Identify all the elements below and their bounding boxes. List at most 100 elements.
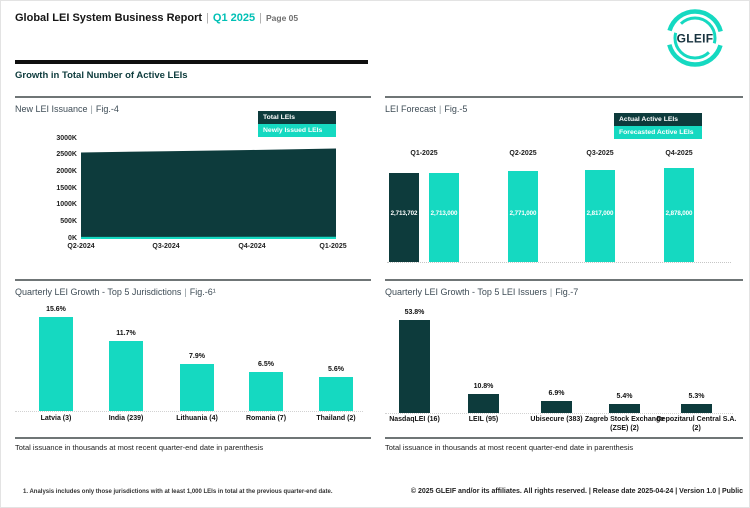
footnote: 1. Analysis includes only those jurisdic… bbox=[23, 489, 333, 495]
forecasted-active-leis-bar bbox=[585, 169, 615, 262]
panel-top5-lei-issuers: Quarterly LEI Growth - Top 5 LEI Issuers… bbox=[385, 279, 743, 438]
forecasted-active-leis-bar bbox=[508, 171, 538, 262]
title-separator: | bbox=[549, 287, 553, 297]
bar-value-label: 2,878,000 bbox=[665, 210, 693, 217]
logo-inner-ring-icon bbox=[673, 16, 717, 60]
jurisdiction-bar bbox=[39, 317, 73, 411]
x-axis-baseline bbox=[15, 411, 363, 412]
category-label: Zagreb Stock Exchange (ZSE) (2) bbox=[584, 416, 665, 432]
bar-value-label: 6.9% bbox=[548, 390, 565, 398]
area-plot bbox=[81, 148, 336, 239]
bar-value-label: 15.6% bbox=[46, 306, 66, 314]
jurisdiction-bar bbox=[180, 363, 214, 411]
y-axis-tick-label: 2500K bbox=[56, 151, 77, 159]
logo-text: GLEIF bbox=[677, 32, 714, 46]
issuer-bar bbox=[399, 319, 430, 413]
total-leis-area bbox=[81, 148, 336, 239]
bar-value-label: 2,817,000 bbox=[586, 210, 614, 217]
panel-title: New LEI Issuance | Fig.-4 bbox=[15, 104, 119, 114]
panel-title: Quarterly LEI Growth - Top 5 Jurisdictio… bbox=[15, 287, 216, 297]
legend-item-actual-active-leis: Actual Active LEIs bbox=[614, 113, 702, 126]
category-label: NasdaqLEI (16) bbox=[389, 416, 440, 423]
header-separator: | bbox=[206, 12, 209, 24]
jurisdiction-bar bbox=[249, 372, 283, 411]
category-label: Thailand (2) bbox=[316, 415, 356, 422]
panel-top5-jurisdictions: Quarterly LEI Growth - Top 5 Jurisdictio… bbox=[15, 279, 371, 438]
bar-value-label: 53.8% bbox=[404, 308, 425, 316]
legend-label: Forecasted Active LEIs bbox=[619, 129, 694, 136]
bar-value-label: 11.7% bbox=[116, 329, 136, 337]
x-axis-baseline bbox=[385, 413, 733, 414]
title-separator: | bbox=[439, 104, 442, 114]
y-axis-tick-label: 1000K bbox=[56, 201, 77, 209]
x-axis-label: Q4-2024 bbox=[238, 243, 266, 250]
panel-title-text: Quarterly LEI Growth - Top 5 Jurisdictio… bbox=[15, 287, 182, 297]
panel-title-text: New LEI Issuance bbox=[15, 104, 88, 114]
legend-fig4: Total LEIs Newly Issued LEIs bbox=[258, 111, 336, 137]
panel-title: Quarterly LEI Growth - Top 5 LEI Issuers… bbox=[385, 287, 578, 297]
report-title: Global LEI System Business Report bbox=[15, 12, 203, 24]
header-separator: | bbox=[259, 12, 262, 24]
section-heading: Growth in Total Number of Active LEIs bbox=[15, 70, 188, 81]
issuer-bar bbox=[681, 403, 712, 413]
panel-lei-forecast: LEI Forecast | Fig.-5 Actual Active LEIs F… bbox=[385, 96, 743, 279]
title-separator: | bbox=[184, 287, 187, 297]
newly-issued-leis-area bbox=[81, 236, 336, 239]
legend-fig5: Actual Active LEIs Forecasted Active LEI… bbox=[614, 113, 702, 139]
category-label: Q2-2025 bbox=[509, 150, 537, 157]
bar-value-label: 7.9% bbox=[189, 352, 205, 360]
y-axis-tick-label: 500K bbox=[60, 217, 77, 225]
figure-number: Fig.-6¹ bbox=[189, 287, 216, 297]
y-axis-tick-label: 0K bbox=[68, 234, 77, 242]
figure-number: Fig.-7 bbox=[555, 287, 579, 297]
area-chart-new-lei-issuance: 3000K 2500K 2000K 1500K 1000K 500K 0K Q2-2024 Q3… bbox=[15, 98, 371, 279]
category-label: Latvia (3) bbox=[40, 415, 72, 422]
legend-item-newly-issued-leis: Newly Issued LEIs bbox=[258, 124, 336, 137]
category-label: Q4-2025 bbox=[665, 150, 693, 157]
category-label: Q1-2025 bbox=[410, 150, 438, 157]
x-axis-label: Q2-2024 bbox=[67, 243, 95, 250]
page-number: Page 05 bbox=[265, 13, 299, 23]
actual-active-leis-bar bbox=[389, 173, 419, 262]
copyright-line: © 2025 GLEIF and/or its affiliates. All … bbox=[410, 488, 743, 495]
legend-label: Total LEIs bbox=[263, 114, 295, 121]
issuer-bar bbox=[468, 394, 499, 413]
report-header: Global LEI System Business Report | Q1 202… bbox=[15, 8, 298, 26]
panel-new-lei-issuance: New LEI Issuance | Fig.-4 Total LEIs Newly… bbox=[15, 96, 371, 279]
x-axis-label: Q1-2025 bbox=[319, 243, 347, 250]
bar-chart-lei-forecast: Q1-2025 2,713,702 2,713,000 Q2-2025 2,771,00… bbox=[385, 98, 743, 279]
category-label: Romania (7) bbox=[245, 415, 287, 422]
issuer-bar bbox=[541, 401, 572, 413]
category-label: Lithuania (4) bbox=[176, 415, 218, 422]
category-label: Q3-2025 bbox=[586, 150, 614, 157]
x-axis-label: Q3-2024 bbox=[152, 243, 180, 250]
category-label: Depozitarul Central S.A. (2) bbox=[656, 416, 737, 432]
panel-title-text: LEI Forecast bbox=[385, 104, 437, 114]
forecasted-active-leis-bar bbox=[429, 173, 459, 262]
chart-note-left: Total issuance in thousands at most rece… bbox=[15, 437, 371, 452]
category-label: LEIL (95) bbox=[468, 416, 499, 423]
bar-value-label: 2,771,000 bbox=[509, 210, 537, 217]
bar-value-label: 5.4% bbox=[616, 392, 633, 400]
bar-value-label: 5.3% bbox=[688, 392, 705, 400]
bar-value-label: 6.5% bbox=[258, 361, 274, 368]
bar-chart-top5-jurisdictions: 15.6% Latvia (3) 11.7% India (239) 7.9% Lithu… bbox=[15, 281, 371, 438]
legend-item-forecasted-active-leis: Forecasted Active LEIs bbox=[614, 126, 702, 139]
chart-note-right: Total issuance in thousands at most rece… bbox=[385, 437, 743, 452]
y-axis-tick-label: 1500K bbox=[56, 184, 77, 192]
title-separator: | bbox=[90, 104, 93, 114]
category-label: Ubisecure (383) bbox=[530, 416, 583, 423]
bar-chart-top5-lei-issuers: 53.8% NasdaqLEI (16) 10.8% LEIL (95) 6.9% Ubi… bbox=[385, 281, 743, 438]
panel-title: LEI Forecast | Fig.-5 bbox=[385, 104, 467, 114]
forecasted-active-leis-bar bbox=[664, 168, 694, 262]
gleif-logo-icon: GLEIF bbox=[666, 9, 724, 67]
jurisdiction-bar bbox=[319, 377, 353, 411]
legend-label: Actual Active LEIs bbox=[619, 116, 679, 123]
category-label: India (239) bbox=[108, 415, 144, 422]
header-rule bbox=[15, 60, 368, 64]
bar-value-label: 2,713,000 bbox=[430, 210, 458, 217]
x-axis-baseline bbox=[387, 262, 731, 263]
gleif-logo: GLEIF bbox=[664, 7, 726, 69]
figure-number: Fig.-5 bbox=[444, 104, 468, 114]
